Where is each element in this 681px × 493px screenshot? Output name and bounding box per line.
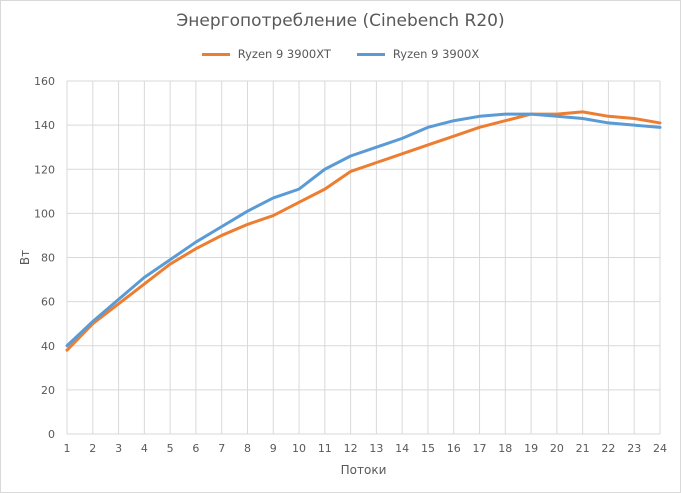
x-tick-label: 13 [369,442,383,455]
x-tick-label: 4 [141,442,148,455]
legend-swatch-series-1 [356,52,385,56]
y-tick-label: 140 [34,119,55,132]
x-tick-label: 24 [653,442,667,455]
y-tick-label: 0 [48,428,55,441]
x-tick-label: 18 [498,442,512,455]
x-tick-label: 20 [550,442,564,455]
x-tick-label: 5 [167,442,174,455]
y-tick-label: 20 [41,384,55,397]
x-tick-label: 17 [473,442,487,455]
y-tick-label: 80 [41,252,55,265]
x-tick-label: 8 [244,442,251,455]
x-tick-label: 14 [395,442,409,455]
y-tick-label: 40 [41,340,55,353]
x-tick-label: 22 [601,442,615,455]
legend-item-series-1: Ryzen 9 3900X [356,47,480,61]
x-tick-label: 2 [89,442,96,455]
x-tick-label: 16 [447,442,461,455]
legend-label-series-0: Ryzen 9 3900XT [237,47,331,61]
x-tick-label: 7 [218,442,225,455]
x-tick-label: 11 [318,442,332,455]
series-line-0 [65,110,662,352]
legend-swatch-series-0 [201,52,230,56]
y-tick-label: 60 [41,296,55,309]
x-axis-title: Потоки [341,463,387,477]
series-line-1 [65,112,662,348]
y-axis-title: Вт [18,250,32,265]
chart-title: Энергопотребление (Cinebench R20) [176,11,505,31]
x-tick-label: 12 [344,442,358,455]
x-tick-label: 6 [192,442,199,455]
x-tick-label: 15 [421,442,435,455]
y-tick-label: 160 [34,75,55,88]
y-tick-label: 120 [34,163,55,176]
legend-item-series-0: Ryzen 9 3900XT [201,47,331,61]
y-tick-label: 100 [34,207,55,220]
x-tick-label: 19 [524,442,538,455]
x-tick-label: 3 [115,442,122,455]
x-tick-label: 1 [64,442,71,455]
x-tick-label: 10 [292,442,306,455]
x-tick-label: 9 [270,442,277,455]
x-tick-label: 21 [576,442,590,455]
x-tick-label: 23 [627,442,641,455]
legend-label-series-1: Ryzen 9 3900X [392,47,480,61]
legend: Ryzen 9 3900XT Ryzen 9 3900X [1,47,680,61]
